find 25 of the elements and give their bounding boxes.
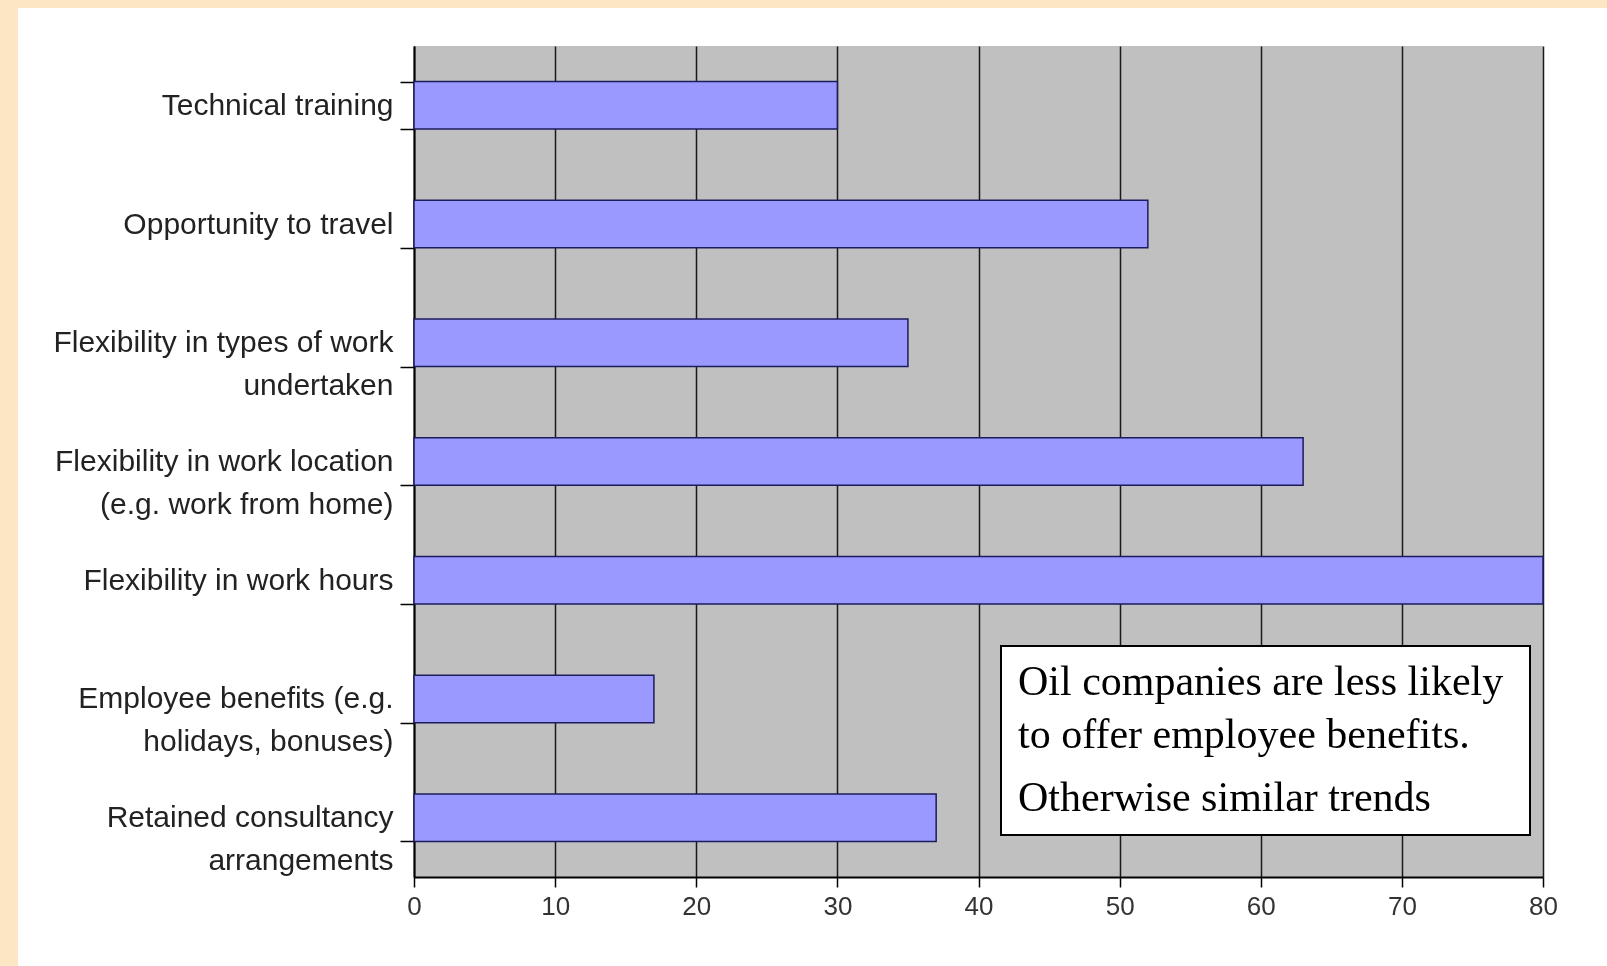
x-tick-label: 50 bbox=[1105, 890, 1135, 921]
x-tick-label: 0 bbox=[407, 890, 422, 921]
y-tick-label: Technical training bbox=[161, 87, 394, 121]
y-tick-label: Flexibility in work location (e.g. work from home) bbox=[55, 444, 394, 520]
bar bbox=[413, 318, 909, 368]
bar bbox=[413, 555, 1544, 605]
x-tick-label: 10 bbox=[541, 890, 571, 921]
y-tick-label: Flexibility in work hours bbox=[83, 562, 394, 596]
y-tick-label: Flexibility in types of work undertaken bbox=[53, 325, 395, 402]
x-tick-label: 70 bbox=[1387, 890, 1417, 921]
annotation: Oil companies are less likely to offer employee benefits. bbox=[1018, 657, 1505, 759]
annotation: Otherwise similar trends bbox=[1018, 773, 1432, 822]
bar bbox=[413, 199, 1149, 249]
bar bbox=[413, 80, 839, 130]
x-tick-label: 80 bbox=[1529, 890, 1558, 921]
y-tick-label: Employee benefits (e.g. holidays, bonuses) bbox=[78, 681, 394, 758]
y-tick-label: Opportunity to travel bbox=[123, 206, 394, 240]
x-tick-label: 20 bbox=[682, 890, 712, 921]
x-tick-label: 60 bbox=[1246, 890, 1276, 921]
bar bbox=[413, 674, 655, 724]
y-tick-label: Retained consultancy arrangements bbox=[106, 800, 394, 877]
bar bbox=[413, 793, 937, 843]
bar bbox=[413, 437, 1304, 486]
x-tick-label: 30 bbox=[823, 890, 853, 921]
x-tick-label: 40 bbox=[964, 890, 994, 921]
